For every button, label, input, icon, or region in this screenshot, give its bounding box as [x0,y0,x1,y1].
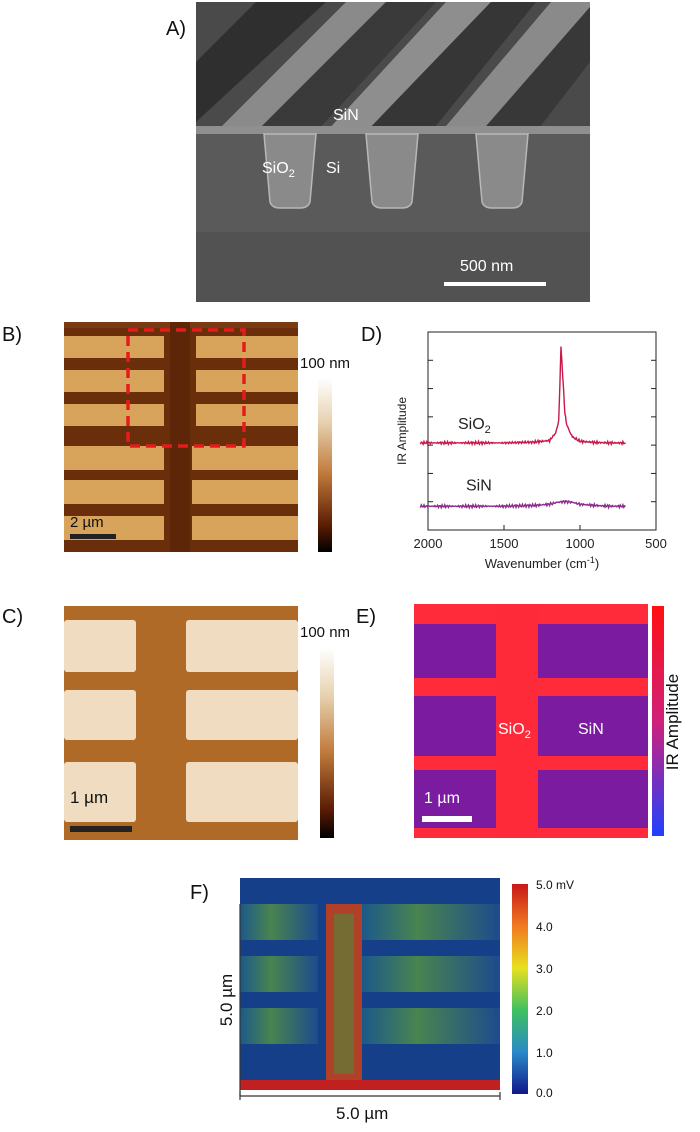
panel-b-label: B) [2,324,22,346]
panel-c-colorbar [320,648,334,838]
panel-f-x-label: 5.0 µm [336,1104,389,1123]
panel-e-colorbar [652,606,664,836]
colorbar-tick-2: 2.0 [536,1004,553,1018]
panel-d-label: D) [361,324,383,346]
panel-a-sio2-label: SiO2 [262,160,295,181]
panel-e-sin-label: SiN [578,721,604,738]
panel-e-ir-map [414,604,648,838]
panel-e-colorbar-label: IR Amplitude [663,673,682,771]
panel-b-colorbar [318,378,332,552]
panel-f-label: F) [190,882,209,904]
panel-c-colorbar-label: 100 nm [300,624,351,641]
panel-f-colorbar-ticks: 5.0 mV 4.0 3.0 2.0 1.0 0.0 [536,878,596,1100]
panel-c-label: C) [2,606,24,628]
colorbar-tick-0: 0.0 [536,1086,553,1100]
panel-d-spectra-chart: 2000 1500 1000 500 SiO2 SiN Wavenumber (cm-1) I… [395,331,667,571]
x-axis-label: Wavenumber (cm-1) [485,555,599,571]
series-sin-line [419,499,626,510]
y-axis-label: IR Amplitude [395,397,409,465]
panel-f-y-label: 5.0 µm [217,973,236,1027]
x-tick-label: 2000 [414,536,443,551]
panel-a-sem-image [196,2,590,302]
colorbar-tick-4: 4.0 [536,920,553,934]
panel-a-scale-label: 500 nm [460,258,514,275]
panel-c-scale-label: 1 µm [70,788,109,807]
x-tick-label: 1500 [490,536,519,551]
panel-f-3d-map [239,878,501,1100]
series-sio2-line [419,346,626,447]
panel-b-scale-label: 2 µm [70,514,104,531]
colorbar-tick-3: 3.0 [536,962,553,976]
colorbar-tick-5: 5.0 mV [536,878,575,892]
plot-frame [427,331,657,531]
panel-b-afm-image [64,322,298,552]
series-sio2-label: SiO2 [458,416,491,436]
panel-e-sio2-label: SiO2 [498,721,531,742]
colorbar-tick-1: 1.0 [536,1046,553,1060]
x-tick-label: 1000 [566,536,595,551]
x-tick-label: 500 [645,536,667,551]
panel-e-scale-label: 1 µm [424,790,460,807]
panel-b-colorbar-label: 100 nm [300,355,351,372]
series-sin-label: SiN [466,477,492,494]
panel-a-si-label: Si [326,160,341,177]
panel-c-afm-image [64,606,298,840]
panel-a-sin-label: SiN [333,107,359,124]
panel-f-colorbar [512,884,528,1094]
panel-a-label: A) [166,18,186,40]
panel-e-label: E) [356,606,376,628]
